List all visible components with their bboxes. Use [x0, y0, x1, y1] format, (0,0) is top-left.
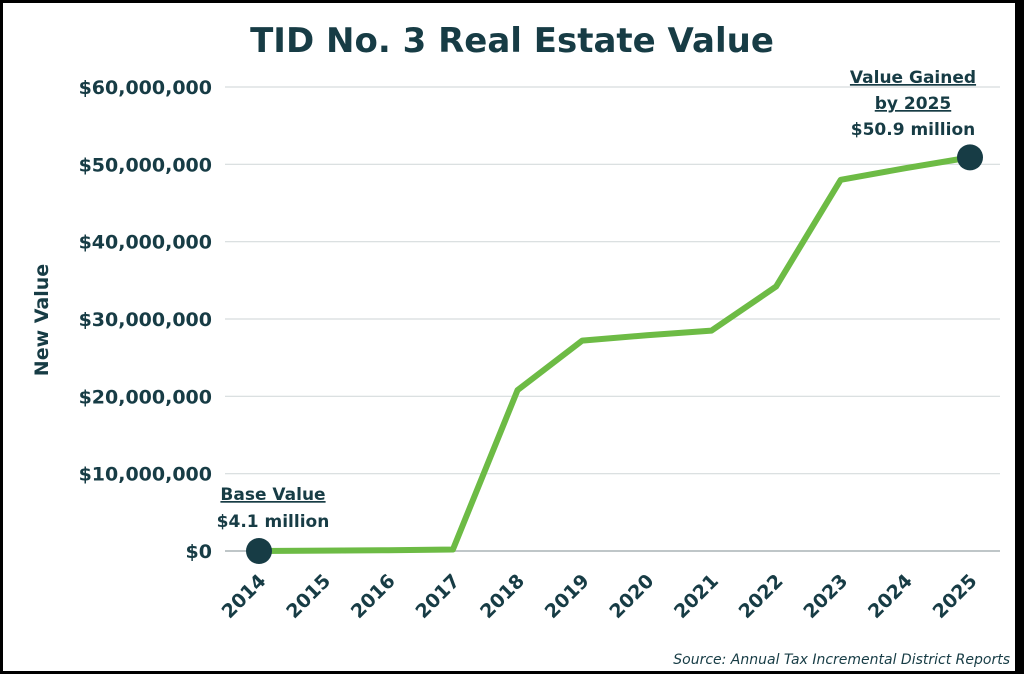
source-note: Source: Annual Tax Incremental District …	[673, 652, 1010, 668]
x-tick-label: 2019	[541, 570, 594, 623]
base-value-amount: $4.1 million	[217, 512, 330, 532]
endpoint-marker	[246, 538, 272, 564]
chart-title: TID No. 3 Real Estate Value	[250, 21, 774, 61]
y-tick-label: $10,000,000	[79, 464, 212, 486]
y-tick-label: $40,000,000	[79, 232, 212, 254]
y-tick-label: $50,000,000	[79, 154, 212, 176]
y-tick-label: $30,000,000	[79, 309, 212, 331]
y-axis-label: New Value	[31, 264, 53, 376]
series-line	[258, 154, 971, 554]
x-tick-label: 2023	[799, 570, 852, 623]
x-tick-label: 2014	[218, 570, 271, 623]
x-tick-label: 2024	[864, 570, 917, 623]
value-gained-amount: $50.9 million	[851, 120, 976, 140]
y-tick-label: $60,000,000	[79, 77, 212, 99]
x-tick-label: 2015	[282, 570, 335, 623]
x-tick-label: 2020	[605, 570, 658, 623]
x-tick-label: 2022	[735, 570, 788, 623]
x-tick-label: 2021	[670, 570, 723, 623]
value-gained-heading: Value Gained	[850, 68, 976, 88]
x-tick-label: 2017	[411, 570, 464, 623]
y-tick-label: $0	[186, 541, 212, 563]
endpoint-marker	[957, 144, 983, 171]
x-tick-label: 2025	[929, 570, 982, 623]
x-tick-label: 2018	[476, 570, 529, 623]
x-tick-label: 2016	[347, 570, 400, 623]
base-value-heading: Base Value	[220, 485, 325, 505]
value-gained-heading: by 2025	[875, 94, 951, 114]
y-tick-label: $20,000,000	[79, 386, 212, 408]
